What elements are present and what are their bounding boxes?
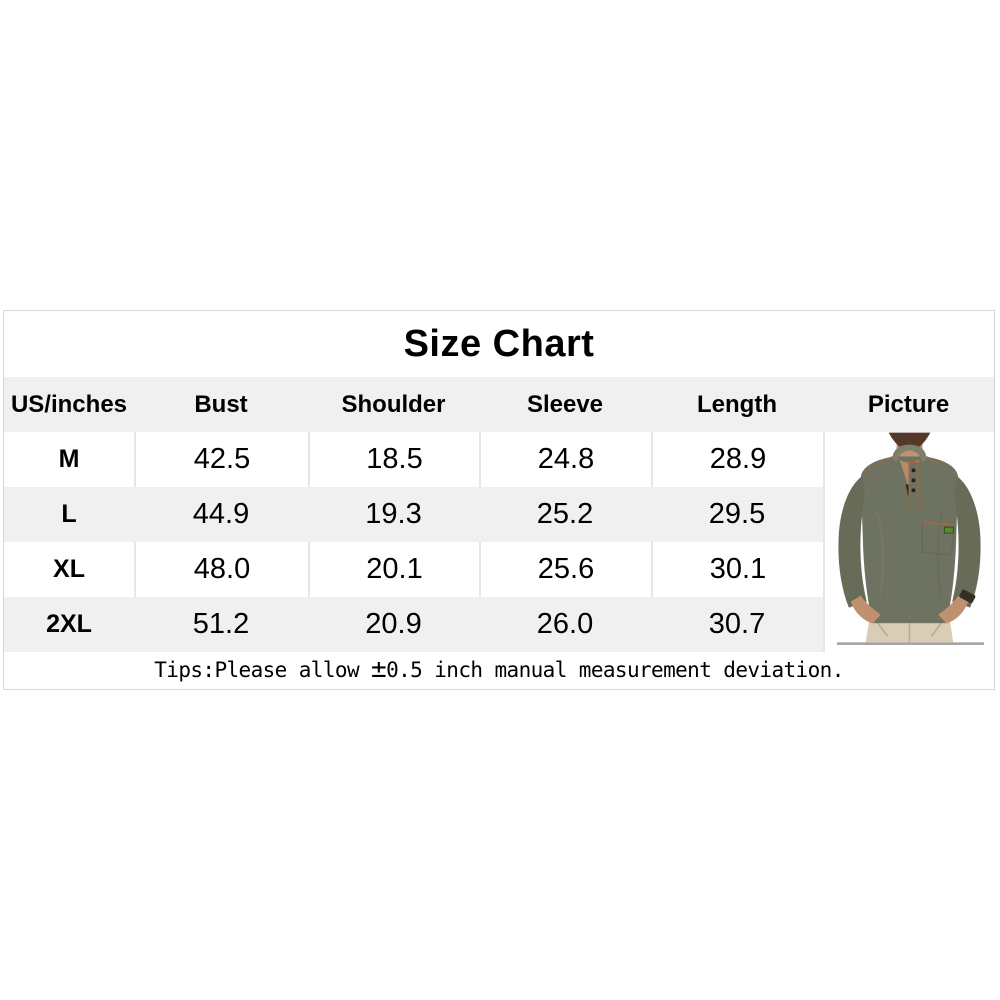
shoulder-value-l: 19.3 — [308, 487, 479, 542]
wrist-watch — [959, 589, 976, 604]
size-chart-panel: Size Chart US/inches Bust Shoulder Sleev… — [3, 310, 995, 690]
bust-value-l: 44.9 — [134, 487, 308, 542]
shoulder-value-m: 18.5 — [308, 432, 479, 487]
size-table: US/inches Bust Shoulder Sleeve Length Pi… — [4, 377, 994, 652]
plus-minus-symbol: ± — [371, 654, 387, 684]
length-value-xl: 30.1 — [651, 542, 823, 597]
sleeve-value-m: 24.8 — [479, 432, 651, 487]
title-row: Size Chart — [4, 311, 994, 377]
pocket-tag — [943, 526, 954, 534]
tips-text-suffix: 0.5 inch manual measurement deviation. — [386, 658, 844, 682]
button-placket — [908, 461, 919, 508]
sleeve-value-2xl: 26.0 — [479, 597, 651, 652]
column-header-units: US/inches — [4, 377, 134, 432]
product-photo — [836, 432, 985, 645]
shoulder-stitching-right — [926, 455, 957, 475]
sleeve-value-l: 25.2 — [479, 487, 651, 542]
page-title: Size Chart — [403, 322, 595, 365]
sleeve-left — [838, 476, 867, 608]
shirt — [838, 444, 981, 624]
hands — [850, 595, 969, 624]
shoulder-value-2xl: 20.9 — [308, 597, 479, 652]
size-label-xl: XL — [53, 555, 85, 583]
sleeve-value-xl: 25.6 — [479, 542, 651, 597]
shoulder-stitching-left — [862, 455, 893, 475]
product-photo-cell — [823, 432, 994, 652]
column-header-length: Length — [651, 377, 823, 432]
photo-floor-shadow-line — [836, 642, 985, 645]
column-header-picture: Picture — [823, 377, 994, 432]
length-value-l: 29.5 — [651, 487, 823, 542]
size-label-l: L — [4, 487, 134, 542]
length-value-m: 28.9 — [651, 432, 823, 487]
bust-value-m: 42.5 — [134, 432, 308, 487]
column-header-bust: Bust — [134, 377, 308, 432]
shoulder-value-xl: 20.1 — [308, 542, 479, 597]
collar — [892, 444, 927, 463]
size-label-2xl: 2XL — [4, 597, 134, 652]
column-header-sleeve: Sleeve — [479, 377, 651, 432]
tips-text-prefix: Tips:Please allow — [154, 658, 372, 682]
bust-value-xl: 48.0 — [134, 542, 308, 597]
chest-pocket — [921, 521, 955, 556]
column-header-shoulder: Shoulder — [308, 377, 479, 432]
length-value-2xl: 30.7 — [651, 597, 823, 652]
size-label-m: M — [58, 445, 80, 473]
sleeve-right — [952, 476, 981, 608]
bust-value-2xl: 51.2 — [134, 597, 308, 652]
tips-note: Tips:Please allow ±0.5 inch manual measu… — [4, 652, 994, 688]
